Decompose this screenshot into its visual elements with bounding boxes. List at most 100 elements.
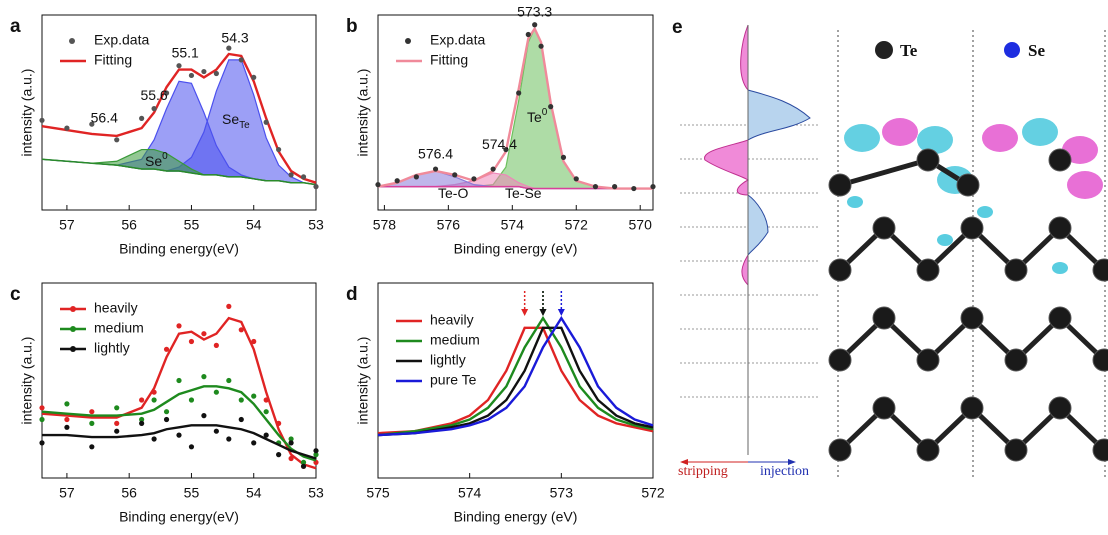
annotation-sub: Te: [239, 120, 250, 131]
data-point: [176, 63, 182, 69]
y-axis-label: intensity (a.u.): [355, 337, 371, 425]
data-point: [213, 70, 219, 77]
data-point: [300, 463, 307, 469]
charge-blob: [977, 206, 993, 218]
data-point: [238, 397, 244, 403]
data-point: [288, 172, 294, 178]
direction-label: injection: [760, 464, 809, 479]
te-atom: [916, 348, 940, 372]
x-axis-label: Binding energy (eV): [454, 509, 578, 525]
data-point: [276, 146, 282, 153]
y-axis-label: intensity (a.u.): [19, 337, 35, 425]
data-point: [139, 115, 145, 121]
data-point: [251, 440, 257, 446]
te-atom: [960, 306, 984, 330]
te-atom: [872, 306, 896, 330]
x-tick-label: 57: [59, 485, 75, 501]
peak-arrowhead: [539, 309, 547, 316]
data-point: [39, 117, 45, 123]
legend-label: Exp.data: [430, 32, 485, 48]
te-atom: [828, 348, 852, 372]
data-point: [288, 440, 294, 446]
y-axis-label: intensity (a.u.): [19, 69, 35, 157]
te-atom: [1092, 348, 1108, 372]
x-tick-label: 54: [246, 217, 262, 233]
baseline: [41, 158, 317, 186]
data-point: [39, 405, 45, 411]
data-point: [64, 401, 70, 407]
annotation-text: Te-Se: [505, 185, 542, 201]
data-point: [516, 90, 522, 96]
data-point: [64, 125, 70, 131]
te-atom: [1048, 216, 1072, 240]
direction-label: stripping: [678, 464, 728, 479]
legend-label: medium: [430, 332, 480, 348]
x-tick-label: 53: [308, 485, 324, 501]
x-tick-label: 578: [373, 217, 397, 233]
te-atom: [956, 173, 980, 197]
x-axis-label: Binding energy(eV): [119, 509, 239, 525]
charge-blob: [844, 124, 880, 152]
data-point: [151, 389, 157, 395]
charge-blob: [982, 124, 1018, 152]
data-point: [251, 338, 257, 345]
data-point: [263, 397, 269, 403]
legend-label: heavily: [94, 300, 138, 316]
annotation: Te-O: [438, 185, 468, 201]
data-point: [188, 397, 195, 403]
data-point: [201, 374, 207, 380]
te-atom: [916, 438, 940, 462]
annotation: Te-Se: [505, 185, 542, 201]
atom-legend: Se: [1028, 41, 1045, 60]
peak-arrowhead: [521, 309, 529, 316]
charge-blob: [882, 118, 918, 146]
x-tick-label: 56: [121, 485, 137, 501]
data-point: [276, 452, 282, 458]
panel-letter: b: [346, 16, 358, 37]
data-point: [64, 424, 70, 430]
charge-blob: [937, 234, 953, 246]
data-point: [238, 57, 244, 63]
x-axis-label: Binding energy(eV): [119, 241, 239, 257]
panel: c Binding energy(eV) intensity (a.u.) 57 56 5…: [10, 282, 324, 525]
data-point: [631, 185, 637, 192]
charge-blob: [917, 126, 953, 154]
plot-frame: [41, 282, 317, 479]
legend-marker: [70, 346, 76, 352]
fit-line: [377, 315, 654, 437]
data-point: [163, 346, 170, 352]
te-atom: [1048, 306, 1072, 330]
annotation-sup: 0: [542, 107, 548, 118]
data-point: [538, 43, 544, 49]
data-point: [213, 342, 219, 348]
annotation-text: Se: [145, 153, 162, 169]
te-atom: [1048, 396, 1072, 420]
plot-frame: [377, 14, 654, 211]
charge-blob: [1052, 262, 1068, 274]
charge-stripping: [704, 24, 750, 455]
data-point: [64, 416, 70, 423]
legend-label: Fitting: [430, 52, 468, 68]
x-tick-label: 572: [565, 217, 589, 233]
peak-arrowhead: [557, 309, 565, 316]
data-point: [432, 166, 439, 172]
data-point: [612, 184, 618, 190]
data-point: [452, 172, 458, 178]
legend-label: lightly: [94, 340, 130, 356]
te-legend-atom: [875, 41, 893, 59]
te-atom: [872, 216, 896, 240]
data-point: [188, 72, 195, 79]
data-point: [151, 436, 157, 442]
se-legend-atom: [1004, 42, 1020, 58]
data-point: [114, 428, 120, 434]
data-point: [139, 420, 145, 426]
data-point: [89, 409, 95, 415]
data-point: [139, 416, 145, 423]
legend-label: pure Te: [430, 372, 477, 388]
te-atom: [872, 396, 896, 420]
peak-label: 576.4: [418, 146, 453, 162]
panel-letter: e: [672, 17, 683, 38]
te-atom: [1092, 438, 1108, 462]
peak-label: 574.4: [482, 136, 517, 152]
